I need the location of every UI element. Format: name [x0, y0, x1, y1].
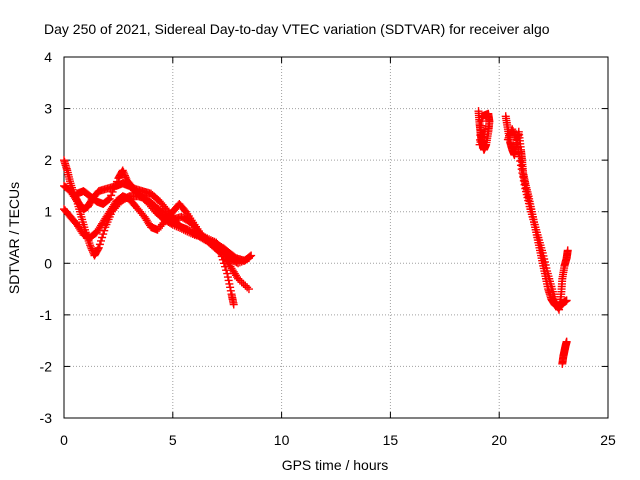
- data-point: [215, 247, 224, 256]
- data-point: [504, 133, 513, 142]
- data-point: [221, 262, 230, 271]
- x-tick-label: 15: [383, 432, 399, 448]
- x-tick-label: 0: [60, 432, 68, 448]
- data-point: [217, 252, 226, 261]
- data-point: [94, 245, 103, 254]
- data-point: [99, 230, 108, 239]
- data-point: [511, 133, 520, 142]
- data-point: [120, 171, 129, 180]
- x-tick-label: 25: [600, 432, 616, 448]
- y-tick-label: 0: [44, 255, 52, 271]
- data-point: [225, 279, 234, 288]
- data-point: [96, 236, 105, 245]
- data-point: [95, 240, 104, 249]
- data-point: [511, 132, 520, 141]
- data-point: [219, 259, 228, 268]
- data-point: [513, 139, 522, 148]
- data-point: [518, 169, 527, 178]
- axis-ticks: [63, 56, 609, 419]
- x-tick-label: 10: [274, 432, 290, 448]
- data-point: [244, 285, 253, 294]
- data-point: [226, 283, 235, 292]
- data-point: [118, 166, 127, 175]
- x-axis-label: GPS time / hours: [282, 457, 389, 473]
- data-point: [512, 135, 521, 144]
- data-point: [218, 255, 227, 264]
- data-point: [562, 296, 571, 305]
- data-point: [517, 165, 526, 174]
- data-point: [503, 135, 512, 144]
- data-point: [216, 248, 225, 257]
- data-point: [223, 269, 232, 278]
- y-tick-label: 1: [44, 204, 52, 220]
- data-point: [105, 194, 114, 203]
- data-point: [520, 180, 529, 189]
- data-point: [112, 177, 121, 186]
- data-point: [223, 273, 232, 282]
- data-point: [234, 274, 243, 283]
- y-tick-labels: -3 -2 -1 0 1 2 3 4: [40, 49, 53, 426]
- y-tick-label: 3: [44, 101, 52, 117]
- data-point: [94, 243, 103, 252]
- data-point: [108, 187, 117, 196]
- data-point: [516, 157, 525, 166]
- y-tick-label: -3: [40, 410, 53, 426]
- data-point: [481, 125, 490, 134]
- grid-lines: [64, 57, 608, 418]
- data-point: [120, 169, 129, 178]
- data-point: [104, 195, 113, 204]
- data-point: [562, 337, 571, 346]
- data-point: [247, 251, 256, 260]
- data-point: [235, 276, 244, 285]
- plot-frame: [63, 56, 609, 419]
- data-point: [508, 125, 517, 134]
- data-point: [86, 241, 95, 250]
- data-point: [98, 233, 107, 242]
- y-tick-label: -1: [40, 307, 53, 323]
- data-point: [121, 173, 130, 182]
- data-point: [229, 300, 238, 309]
- data-marks: [60, 107, 572, 368]
- data-point: [519, 176, 528, 185]
- data-point: [110, 184, 119, 193]
- data-point: [241, 281, 250, 290]
- data-point: [246, 252, 255, 261]
- data-point: [510, 130, 519, 139]
- data-point: [516, 161, 525, 170]
- data-point: [239, 279, 248, 288]
- data-point: [519, 172, 528, 181]
- data-point: [514, 148, 523, 157]
- x-tick-label: 20: [491, 432, 507, 448]
- data-point: [222, 266, 231, 275]
- data-point: [243, 283, 252, 292]
- y-tick-label: 2: [44, 152, 52, 168]
- data-point: [119, 168, 128, 177]
- chart-title: Day 250 of 2021, Sidereal Day-to-day VTE…: [44, 21, 550, 37]
- x-tick-labels: 0 5 10 15 20 25: [60, 432, 616, 448]
- data-point: [226, 286, 235, 295]
- data-point: [237, 278, 246, 287]
- y-axis-label: SDTVAR / TECUs: [6, 182, 22, 294]
- data-point: [515, 152, 524, 161]
- data-point: [86, 242, 95, 251]
- data-point: [563, 246, 572, 255]
- data-point: [71, 195, 80, 204]
- data-point: [224, 276, 233, 285]
- data-point: [509, 128, 518, 137]
- data-point: [107, 191, 116, 200]
- x-tick-label: 5: [169, 432, 177, 448]
- data-point: [111, 181, 120, 190]
- data-point: [514, 144, 523, 153]
- y-tick-label: 4: [44, 49, 52, 65]
- data-point: [508, 126, 517, 135]
- y-tick-label: -2: [40, 358, 53, 374]
